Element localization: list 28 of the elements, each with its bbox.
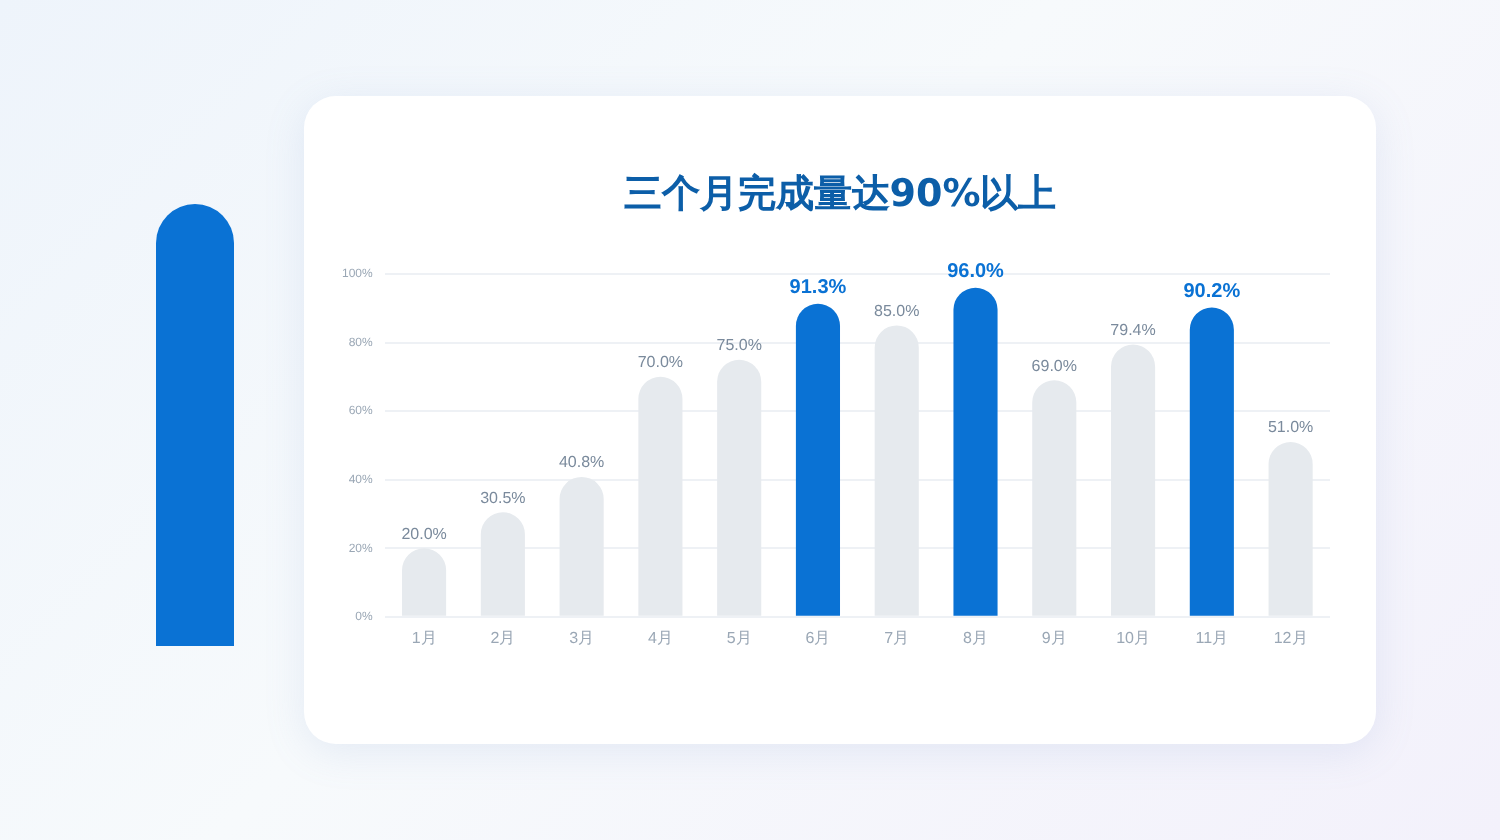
data-label: 96.0% xyxy=(947,261,1005,284)
x-tick-label: 9月 xyxy=(1041,628,1067,647)
data-label: 40.8% xyxy=(558,453,605,472)
data-label: 70.0% xyxy=(637,353,684,372)
bar xyxy=(1189,307,1234,616)
data-label: 90.2% xyxy=(1183,281,1241,304)
x-tick-label: 7月 xyxy=(884,628,910,647)
bar xyxy=(795,303,841,616)
x-tick-label: 8月 xyxy=(963,628,988,647)
data-label: 30.5% xyxy=(480,488,526,507)
x-tick-label: 12月 xyxy=(1273,628,1308,647)
x-tick-label: 11月 xyxy=(1195,628,1229,647)
data-label: 75.0% xyxy=(716,336,762,355)
data-label: 20.0% xyxy=(401,524,447,543)
x-tick-label: 1月 xyxy=(411,628,437,647)
x-tick-label: 4月 xyxy=(647,628,673,647)
bar xyxy=(953,287,998,616)
data-label: 79.4% xyxy=(1110,321,1156,340)
x-tick-label: 2月 xyxy=(490,628,516,647)
data-label: 69.0% xyxy=(1031,356,1077,375)
data-label: 85.0% xyxy=(874,301,920,320)
x-tick-label: 6月 xyxy=(805,628,831,647)
data-label: 91.3% xyxy=(789,277,847,300)
x-tick-label: 3月 xyxy=(569,628,595,647)
x-tick-label: 10月 xyxy=(1116,628,1150,647)
chart-title: 三个月完成量达90%以上 xyxy=(621,170,1059,220)
x-tick-label: 5月 xyxy=(726,628,752,647)
data-label: 51.0% xyxy=(1267,418,1314,437)
